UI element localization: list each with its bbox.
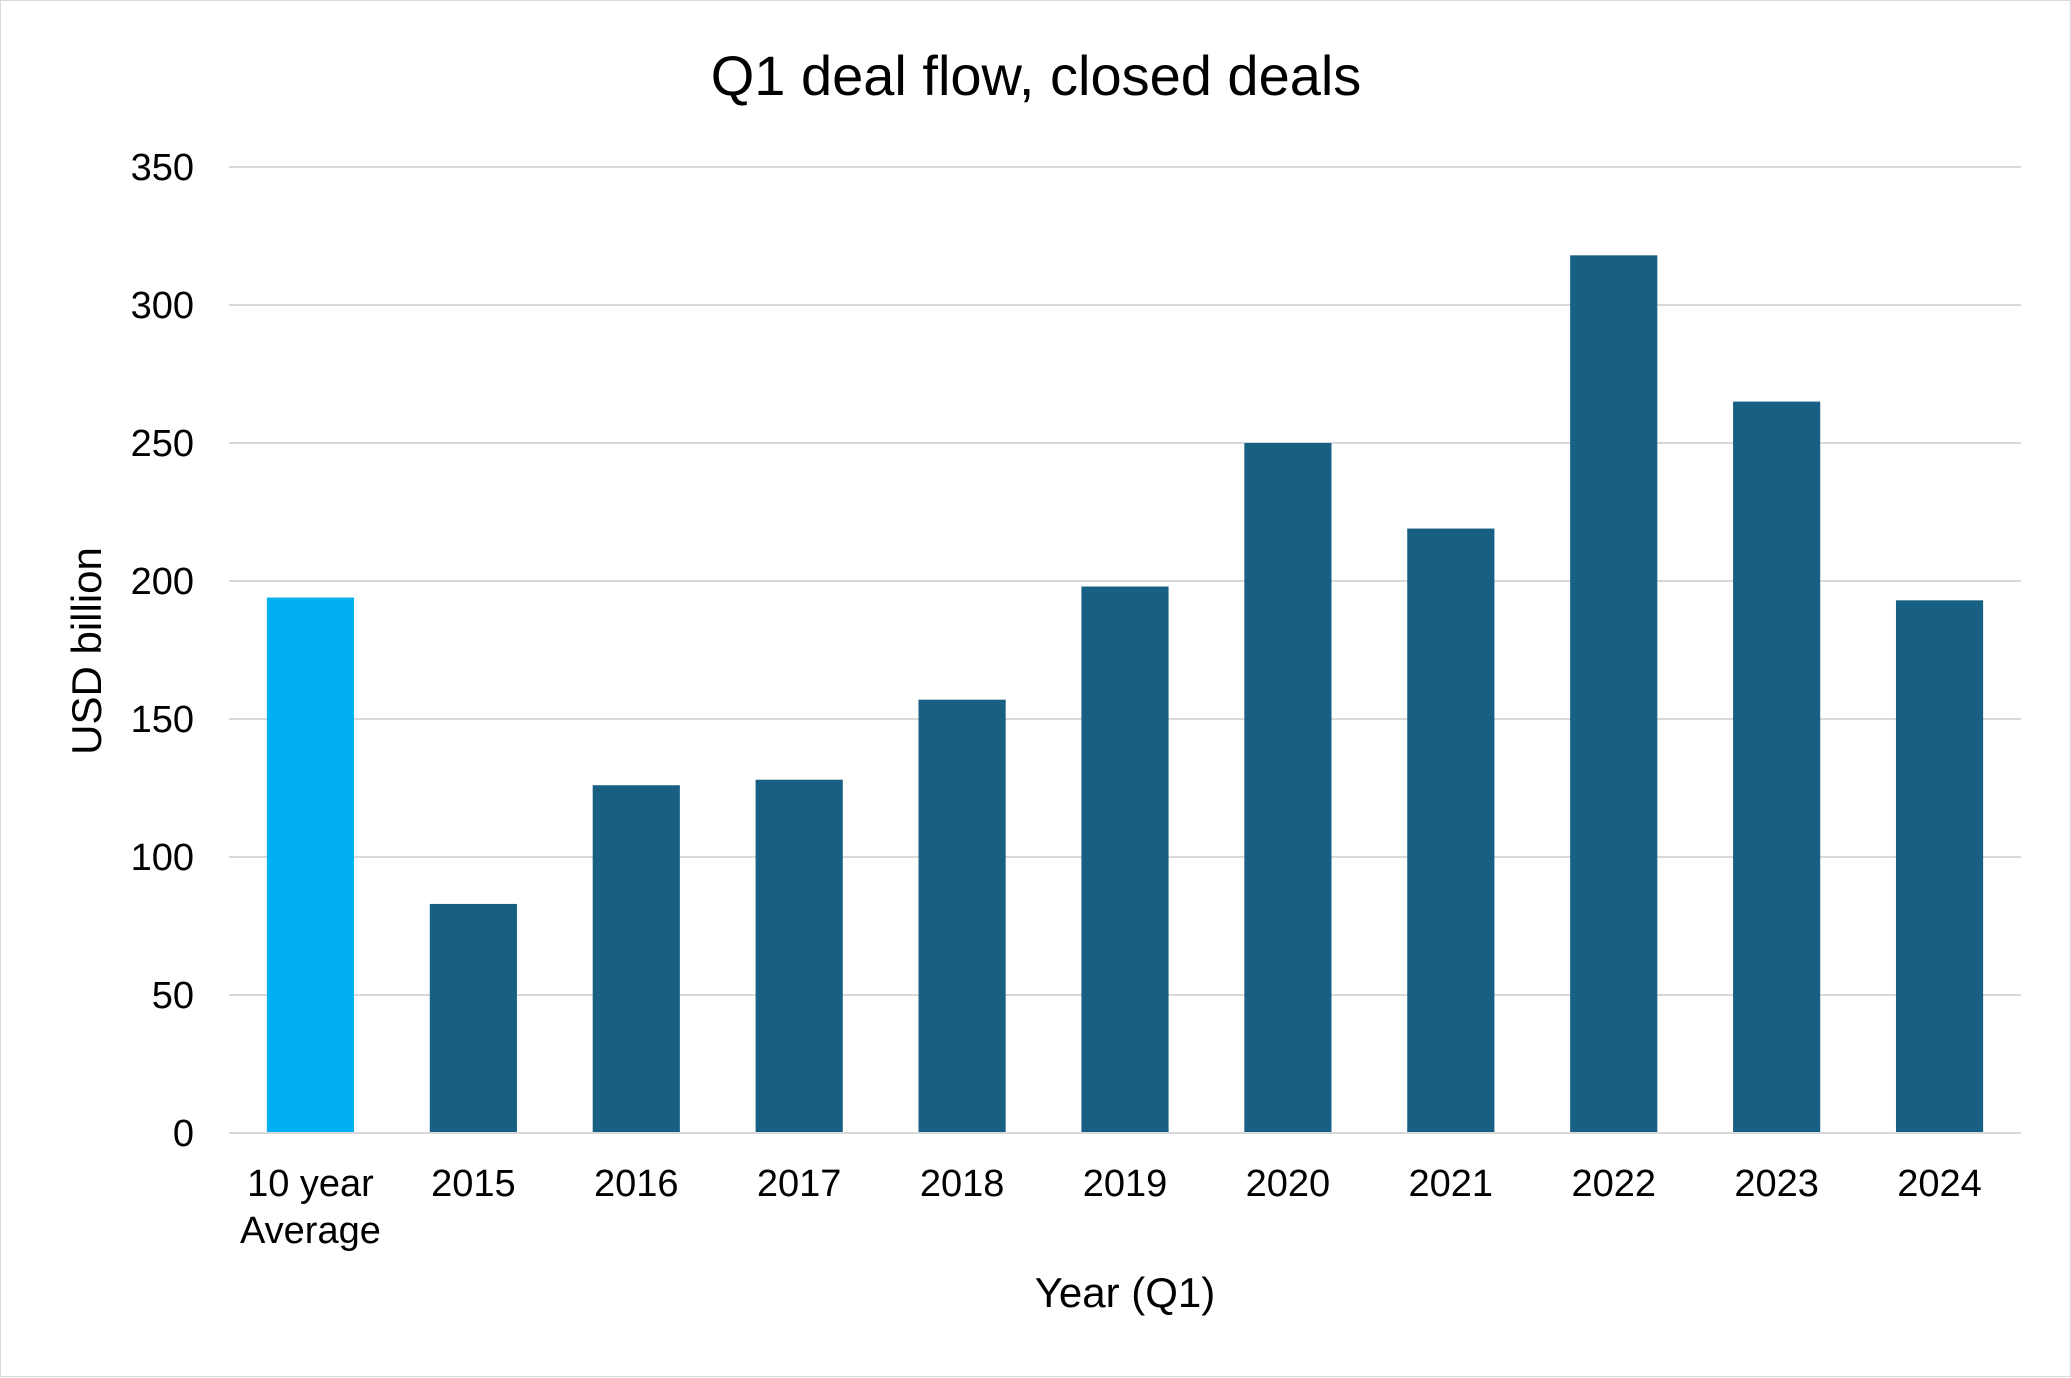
bar [429,903,517,1133]
x-tick-label-line: 2021 [1409,1163,1494,1205]
x-tick-label-line: 10 year [247,1163,374,1205]
x-tick-label: 2024 [1897,1163,1982,1205]
x-tick-label: 2017 [757,1163,842,1205]
x-tick-label: 2018 [920,1163,1005,1205]
bar [1895,600,1984,1133]
x-tick-label-line: 2020 [1246,1163,1331,1205]
y-tick-label: 50 [152,975,194,1017]
x-tick-label: 2015 [431,1163,516,1205]
bar [1733,401,1821,1134]
y-tick-label: 150 [131,699,194,741]
bar [1570,255,1658,1133]
bar [1244,443,1332,1133]
y-axis-label: USD billion [63,547,110,755]
x-tick-label-line: 2016 [594,1163,679,1205]
y-tick-label: 200 [131,561,194,603]
x-tick-label-line: 2015 [431,1163,516,1205]
chart-title: Q1 deal flow, closed deals [711,44,1362,107]
x-axis-ticks: 10 year Average 2015 2016 2017 2018 2019 2020 20… [240,1163,1982,1252]
x-tick-label: 2019 [1083,1163,1168,1205]
y-tick-label: 250 [131,423,194,465]
x-tick-label-line: 2024 [1897,1163,1982,1205]
y-tick-label: 300 [131,285,194,327]
y-tick-label: 100 [131,837,194,879]
x-axis-label: Year (Q1) [1035,1269,1216,1316]
y-axis-ticks: 0 50 100 150 200 250 300 350 [131,147,194,1155]
bar [918,699,1006,1133]
bar [592,785,680,1133]
bar [266,597,355,1133]
x-tick-label-line: Average [240,1210,381,1252]
x-tick-label: 2020 [1246,1163,1331,1205]
x-tick-label-line: 2018 [920,1163,1005,1205]
bars [266,255,1984,1134]
x-tick-label: 2022 [1571,1163,1656,1205]
x-tick-label: 2016 [594,1163,679,1205]
x-tick-label: 2021 [1409,1163,1494,1205]
bar [1407,528,1495,1133]
x-tick-label: 10 year Average [240,1163,381,1252]
x-tick-label-line: 2017 [757,1163,842,1205]
x-tick-label-line: 2019 [1083,1163,1168,1205]
x-tick-label: 2023 [1734,1163,1819,1205]
bar [1081,586,1169,1133]
x-tick-label-line: 2023 [1734,1163,1819,1205]
bar [755,779,843,1133]
y-tick-label: 0 [173,1113,194,1155]
x-tick-label-line: 2022 [1571,1163,1656,1205]
y-tick-label: 350 [131,147,194,189]
